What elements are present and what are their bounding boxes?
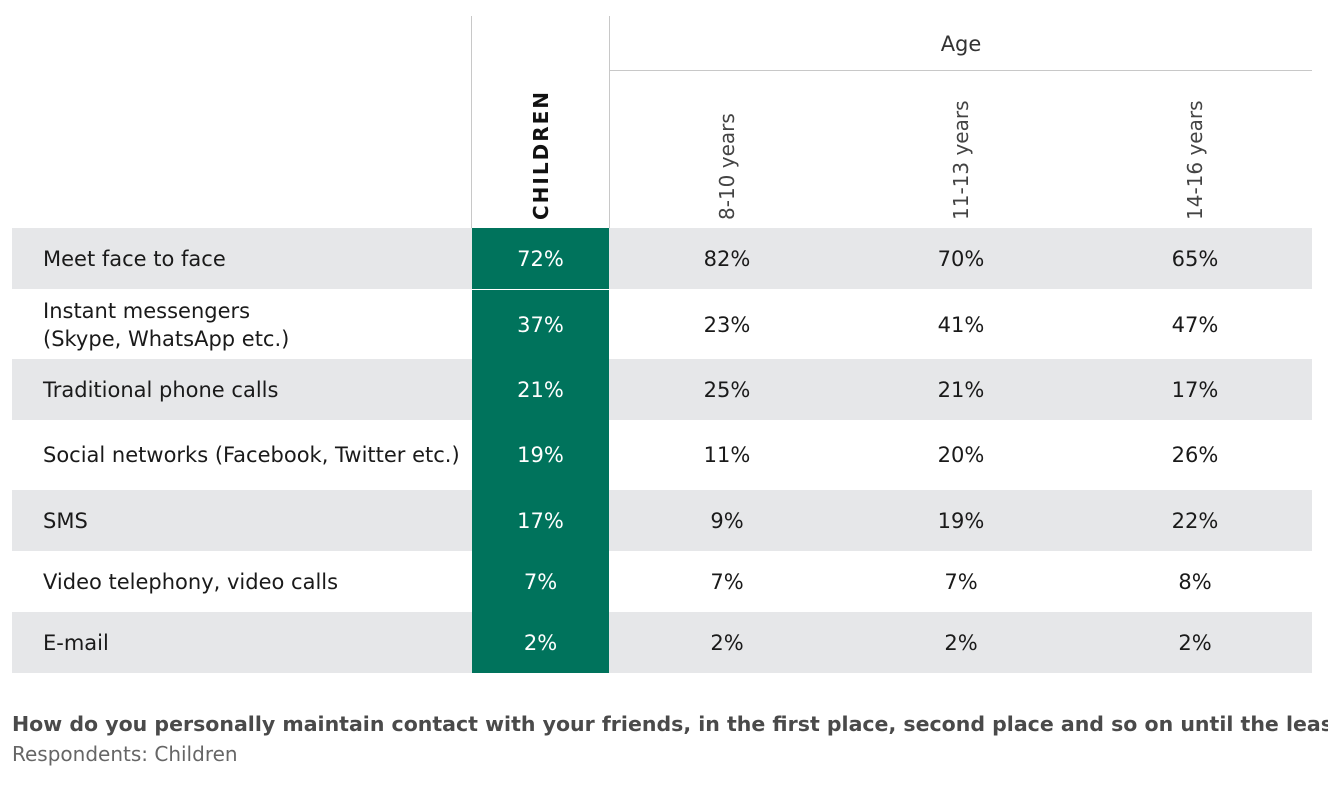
children-value-cell: 72% [517, 246, 564, 271]
age-value-cell: 2% [710, 630, 744, 655]
children-value-cell: 2% [523, 630, 558, 655]
age-value-cell: 82% [703, 246, 751, 271]
row-label: SMS [43, 508, 88, 533]
age-value-cell: 17% [1171, 377, 1219, 402]
children-highlight-cell [472, 420, 609, 490]
column-header-label: CHILDREN [528, 89, 553, 220]
children-highlight-cell [472, 612, 609, 673]
children-highlight-cell [472, 290, 609, 359]
column-header-children: CHILDREN [472, 80, 609, 220]
age-value-cell: 23% [703, 312, 751, 337]
age-group-label: Age [940, 32, 982, 56]
age-value-cell: 22% [1171, 508, 1219, 533]
children-column-left-rule [471, 16, 472, 228]
children-value-cell: 19% [517, 443, 564, 467]
column-header-11-13: 11-13 years [844, 80, 1078, 220]
age-value-cell: 21% [937, 377, 985, 402]
age-value-cell: 2% [1178, 630, 1212, 655]
children-column-right-rule [609, 16, 610, 228]
age-value-cell: 26% [1171, 443, 1219, 467]
table-row [12, 612, 1312, 673]
age-value-cell: 20% [937, 443, 985, 467]
children-value-cell: 7% [523, 569, 558, 594]
children-highlight-cell [472, 551, 609, 612]
row-label: Video telephony, video calls [43, 569, 339, 594]
row-label: Instant messengers (Skype, WhatsApp etc.… [43, 298, 290, 351]
column-header-14-16: 14-16 years [1078, 80, 1312, 220]
question-text: How do you personally maintain contact w… [12, 712, 1328, 736]
column-header-label: 8-10 years [715, 113, 739, 220]
table-row [12, 228, 1312, 289]
age-value-cell: 65% [1171, 246, 1219, 271]
age-value-cell: 70% [937, 246, 985, 271]
age-value-cell: 8% [1178, 569, 1212, 594]
children-value-cell: 37% [517, 312, 564, 337]
table-row [12, 490, 1312, 551]
children-highlight-cell [472, 228, 609, 289]
row-label: Meet face to face [43, 246, 226, 271]
age-value-cell: 47% [1171, 312, 1219, 337]
age-value-cell: 9% [710, 508, 744, 533]
column-header-8-10: 8-10 years [610, 80, 844, 220]
column-header-label: 11-13 years [949, 100, 973, 220]
age-value-cell: 2% [944, 630, 978, 655]
age-value-cell: 7% [710, 569, 744, 594]
row-label: E-mail [43, 630, 109, 655]
children-highlight-cell [472, 490, 609, 551]
respondents-text: Respondents: Children [12, 742, 238, 766]
age-value-cell: 19% [937, 508, 985, 533]
children-value-cell: 21% [517, 377, 564, 402]
table-row [12, 359, 1312, 420]
column-header-label: 14-16 years [1183, 100, 1207, 220]
children-highlight-cell [472, 359, 609, 420]
row-label: Social networks (Facebook, Twitter etc.) [43, 443, 460, 467]
age-value-cell: 11% [703, 443, 751, 467]
children-value-cell: 17% [517, 508, 564, 533]
age-group-rule [610, 70, 1312, 71]
age-value-cell: 7% [944, 569, 978, 594]
age-value-cell: 25% [703, 377, 751, 402]
row-label: Traditional phone calls [43, 377, 279, 402]
age-value-cell: 41% [937, 312, 985, 337]
